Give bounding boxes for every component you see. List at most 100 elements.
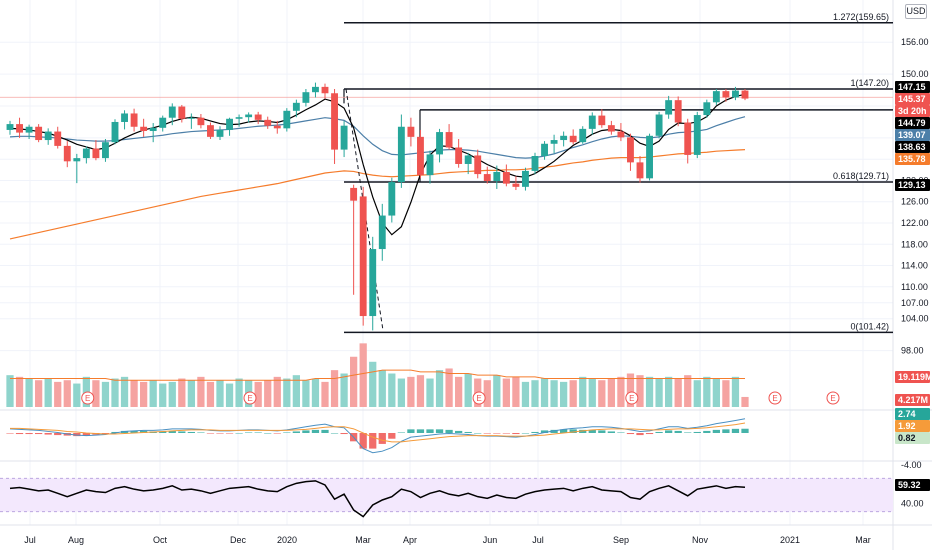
volume-bar xyxy=(388,373,396,407)
candle-body xyxy=(312,86,319,93)
earnings-letter: E xyxy=(247,394,252,403)
candle-body xyxy=(722,91,730,98)
time-axis[interactable]: Jul Aug Oct Dec 2020 Mar Apr Jun Jul Sep Nov 2021 Ma… xyxy=(24,535,871,545)
last-close-tag-text: 145.37 xyxy=(898,94,926,104)
macd-hist-bar xyxy=(397,432,405,433)
rsi-band xyxy=(0,478,893,512)
volume-bar xyxy=(273,376,281,407)
volume-bar xyxy=(111,378,119,407)
ma-mid-tag-bg xyxy=(895,129,930,141)
candlestick-series[interactable] xyxy=(6,82,749,331)
candle-body xyxy=(636,162,644,179)
candle-body xyxy=(531,155,539,171)
candle-body xyxy=(483,174,491,181)
candle xyxy=(25,124,33,139)
time-tick-label: 2020 xyxy=(277,535,297,545)
candle xyxy=(388,177,396,223)
price-tick-label: 104.00 xyxy=(901,314,929,324)
volume-last-tag: 4.217M xyxy=(895,394,930,406)
candle xyxy=(397,114,405,188)
candle-body xyxy=(665,100,673,115)
volume-bar xyxy=(531,380,539,407)
hist-value-tag-bg xyxy=(895,432,930,444)
candle-body xyxy=(607,125,615,132)
candle-body xyxy=(598,115,606,126)
time-tick-label: Mar xyxy=(355,535,371,545)
candle xyxy=(273,120,281,134)
candle xyxy=(16,117,23,138)
macd-hist-bar xyxy=(378,433,386,444)
volume-bar xyxy=(416,375,425,407)
candle-body xyxy=(474,155,482,175)
candle xyxy=(741,89,749,101)
volume-bar xyxy=(741,396,749,407)
ma-mid-tag: 139.07 xyxy=(895,129,930,141)
rsi-pane xyxy=(0,477,893,518)
candle-body xyxy=(703,102,711,116)
candle xyxy=(264,116,272,129)
fibonacci-levels[interactable]: 1.272(159.65) 1(147.20) 0.618(129.71) 0(101… xyxy=(0,12,893,334)
earnings-circle xyxy=(625,391,639,405)
hist-value-tag: 0.82 xyxy=(895,432,930,444)
candle-body xyxy=(369,249,377,317)
ma-slow-line xyxy=(9,149,746,240)
candle xyxy=(627,133,634,171)
candle xyxy=(369,236,377,331)
macd-hist-bar xyxy=(588,429,596,433)
volume-bar xyxy=(369,361,377,407)
candle xyxy=(579,126,587,144)
candle xyxy=(550,134,558,154)
volume-bar xyxy=(645,376,654,407)
candle xyxy=(283,108,291,132)
candle xyxy=(445,124,453,150)
time-tick-label: Jul xyxy=(532,535,544,545)
candle-body xyxy=(541,143,548,156)
volume-bar xyxy=(44,378,52,407)
macd-hist-bar xyxy=(245,432,253,433)
volume-bar xyxy=(483,380,491,407)
candle xyxy=(588,112,596,135)
volume-bar xyxy=(197,376,205,407)
volume-bar xyxy=(35,380,43,407)
macd-hist-bar xyxy=(693,431,701,433)
candle xyxy=(226,117,233,136)
candle-body xyxy=(321,86,329,94)
ma-mid-line xyxy=(9,116,746,159)
candle-body xyxy=(684,122,692,155)
currency-badge[interactable]: USD xyxy=(905,4,927,19)
candle-body xyxy=(254,114,262,120)
time-tick-label: Mar xyxy=(855,535,871,545)
candle xyxy=(417,129,424,179)
fib-label: 0.618(129.71) xyxy=(833,171,889,181)
candle-body xyxy=(92,148,100,159)
volume-bar xyxy=(626,373,635,407)
earnings-circle xyxy=(243,391,257,405)
candle xyxy=(159,115,167,132)
ma-mid-tag-text: 139.07 xyxy=(898,130,926,140)
macd-hist-bar xyxy=(521,433,530,434)
volume-bar xyxy=(120,376,129,407)
macd-hist-bar xyxy=(140,430,148,433)
earnings-circle xyxy=(81,391,95,405)
time-tick-label: Jun xyxy=(483,535,498,545)
candle xyxy=(522,167,529,191)
candle xyxy=(665,95,673,119)
volume-bar xyxy=(311,378,320,407)
candle xyxy=(121,110,128,130)
candle xyxy=(92,140,100,161)
candle-body xyxy=(121,113,128,122)
candle-body xyxy=(292,102,300,111)
macd-hist-bar xyxy=(82,433,90,436)
candle xyxy=(531,152,539,175)
candle xyxy=(646,133,653,181)
volume-bar xyxy=(617,376,625,407)
macd-hist-bar xyxy=(426,429,434,433)
volume-bar xyxy=(464,373,472,407)
candle-body xyxy=(283,110,291,129)
candle xyxy=(493,165,501,189)
candle-body xyxy=(417,136,424,176)
macd-hist-bar xyxy=(493,433,501,434)
candle xyxy=(464,152,472,175)
